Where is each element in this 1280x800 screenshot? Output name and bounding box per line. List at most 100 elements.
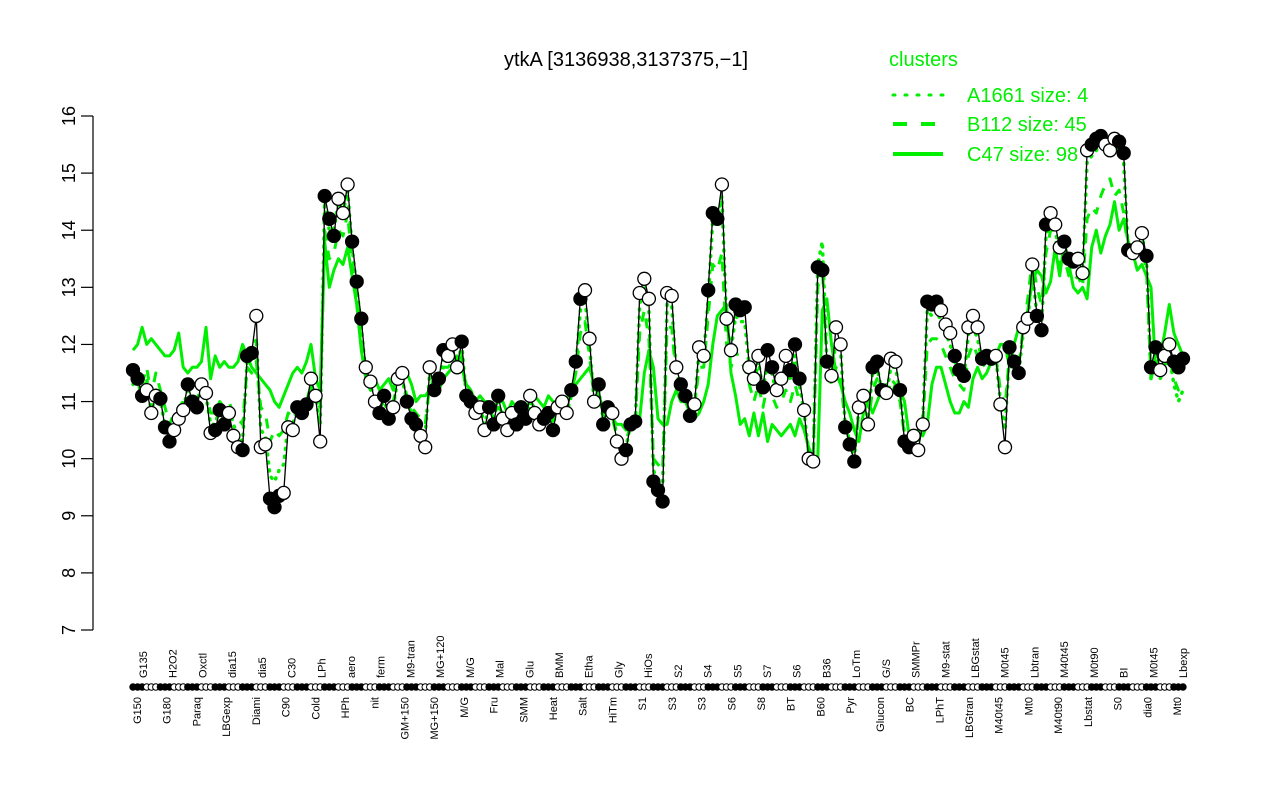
data-point: [363, 374, 378, 389]
data-point: [317, 188, 332, 204]
x-label-bottom: G180: [162, 697, 174, 724]
x-label-bottom: HiTm: [607, 697, 619, 723]
y-tick-label: 14: [59, 220, 79, 240]
data-point: [564, 382, 579, 398]
x-label-bottom: LPhT: [934, 697, 946, 724]
x-label-bottom: M40t90: [1053, 697, 1065, 734]
data-point: [582, 331, 597, 346]
data-series: [125, 128, 1191, 515]
data-point: [1175, 351, 1191, 366]
data-point: [153, 391, 168, 406]
data-point: [349, 274, 364, 289]
data-point: [422, 360, 437, 375]
data-point: [906, 428, 921, 443]
data-point: [988, 348, 1003, 364]
x-label-top: S6: [792, 665, 804, 678]
data-point: [819, 354, 835, 369]
x-label-bottom: Fru: [489, 697, 501, 714]
x-label-top: BI: [1119, 668, 1131, 678]
data-point: [1130, 240, 1145, 255]
x-label-bottom: dia0: [1142, 697, 1154, 718]
data-point: [1048, 217, 1063, 232]
data-point: [235, 442, 250, 458]
x-label-top: M9-stat: [940, 641, 952, 678]
data-point: [358, 360, 373, 375]
legend-entry-a1661: A1661 size: 4: [967, 85, 1088, 107]
y-tick-label: 10: [59, 449, 79, 469]
legend: clusters A1661 size: 4 B112 size: 45 C47…: [889, 49, 1088, 166]
x-label-bottom: nit: [370, 697, 382, 709]
x-label-top: H2O2: [168, 649, 180, 678]
x-label-top: S4: [703, 665, 715, 678]
x-label-bottom: BC: [905, 697, 917, 712]
y-tick-label: 11: [59, 392, 79, 411]
x-label-bottom: Heat: [548, 697, 560, 720]
x-label-top: Oxctl: [197, 653, 209, 678]
data-point: [869, 354, 885, 369]
x-label-bottom: S0: [1113, 697, 1125, 710]
data-point: [568, 354, 583, 369]
data-point: [340, 177, 355, 192]
x-label-top: MG+120: [435, 636, 447, 679]
data-point: [1025, 257, 1040, 272]
data-point: [669, 360, 684, 375]
data-point: [591, 377, 606, 392]
data-point: [354, 311, 369, 326]
data-point: [431, 371, 447, 386]
data-point: [838, 420, 853, 435]
data-point: [1057, 234, 1072, 249]
x-label-bottom: Lbstat: [1083, 697, 1095, 727]
data-point: [376, 388, 392, 403]
x-label-bottom: LBGtran: [964, 697, 976, 738]
x-label-top: dia5: [257, 657, 269, 678]
data-point: [997, 440, 1013, 455]
y-tick-label: 7: [59, 625, 79, 635]
x-label-bottom: B60: [815, 697, 827, 717]
data-point: [258, 437, 273, 452]
data-point: [796, 402, 812, 418]
data-point: [933, 303, 949, 318]
data-point: [746, 371, 762, 386]
data-point: [774, 371, 789, 386]
legend-entry-b112: B112 size: 45: [967, 114, 1087, 136]
legend-title: clusters: [889, 49, 958, 71]
data-point: [545, 422, 561, 438]
x-label-top: G/S: [881, 659, 893, 678]
data-point: [1116, 145, 1131, 161]
data-point: [824, 368, 839, 384]
data-point: [335, 205, 351, 221]
x-label-top: M40t45: [1059, 641, 1071, 678]
x-label-top: S2: [673, 665, 685, 678]
data-point: [344, 234, 360, 249]
data-point: [299, 397, 314, 412]
data-point: [755, 380, 771, 395]
data-point: [418, 440, 433, 455]
data-point: [386, 400, 401, 415]
x-label-top: M0t90: [1089, 647, 1101, 678]
data-point: [701, 283, 716, 298]
data-point: [879, 385, 894, 401]
data-point: [943, 325, 958, 341]
data-point: [618, 442, 634, 458]
data-point: [198, 385, 214, 401]
x-label-bottom: M/G: [459, 697, 471, 718]
y-axis: 7 8 9 10 11 12 13 14 15 16: [59, 106, 94, 635]
y-tick-label: 8: [59, 568, 79, 578]
data-point: [221, 405, 237, 421]
data-point: [637, 271, 652, 286]
x-label-top: M/G: [465, 657, 477, 678]
data-point: [326, 228, 342, 244]
data-point: [313, 434, 328, 449]
x-label-top: M0t45: [1000, 647, 1012, 678]
x-label-top: B36: [821, 658, 833, 678]
x-label-bottom: G150: [132, 697, 144, 724]
data-point: [577, 283, 593, 298]
data-point: [586, 394, 602, 409]
y-tick-label: 13: [59, 277, 79, 297]
data-point: [860, 417, 876, 432]
data-point: [723, 343, 739, 358]
x-label-bottom: LBGexp: [221, 697, 233, 737]
data-point: [1002, 340, 1017, 355]
x-label-bottom: MG+150: [429, 697, 441, 740]
data-point: [783, 362, 798, 378]
